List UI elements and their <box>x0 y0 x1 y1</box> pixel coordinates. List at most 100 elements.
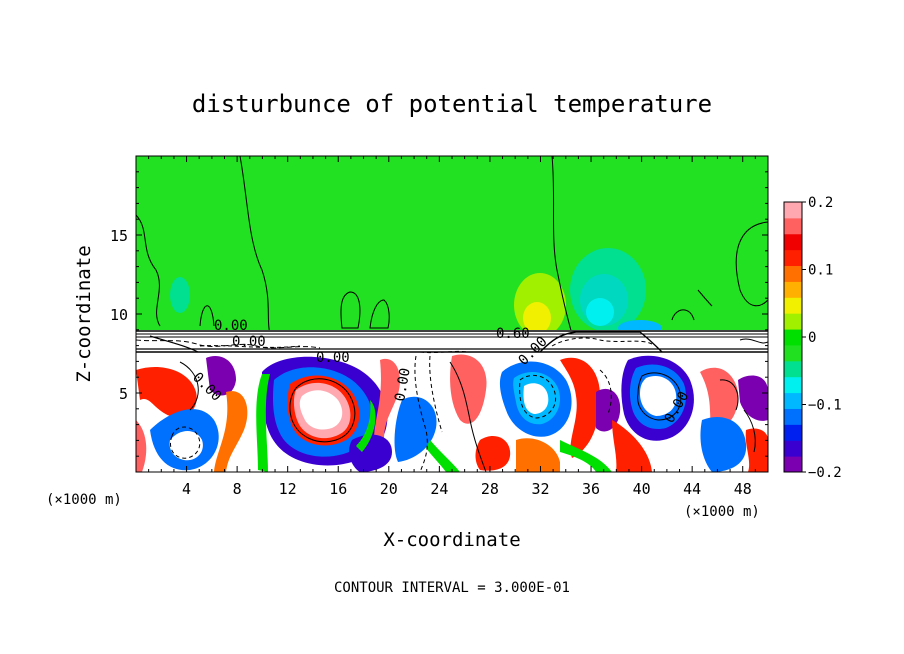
x-unit-left: (×1000 m) <box>46 492 122 508</box>
colorbar-swatch <box>784 249 802 267</box>
contour-label: 0.00 <box>392 367 414 403</box>
warm-band <box>136 420 147 472</box>
contour-line <box>739 338 768 344</box>
cold-core <box>738 375 768 421</box>
contour-line <box>671 309 695 321</box>
lower-anomalies <box>136 354 768 472</box>
warm-anomaly <box>523 302 551 334</box>
x-tick-label: 40 <box>633 480 651 498</box>
colorbar-swatch <box>784 313 802 330</box>
contour-line <box>719 379 739 411</box>
warm-plume <box>475 435 511 471</box>
warm-band <box>560 357 600 458</box>
colorbar-swatch <box>784 344 802 362</box>
upper-field <box>136 156 768 336</box>
y-axis-ticks: 5 10 15 <box>110 171 768 457</box>
cold-core <box>206 356 236 396</box>
contour-line <box>340 291 361 329</box>
colorbar-swatch <box>784 456 802 473</box>
contour-label: 0.00 <box>214 318 248 334</box>
contour-line <box>743 409 756 453</box>
contour-line <box>149 335 199 353</box>
colorbar <box>784 202 802 473</box>
contour-line <box>637 372 682 421</box>
warm-band <box>612 420 652 472</box>
contour-line <box>289 378 356 443</box>
colorbar-swatch <box>784 297 802 314</box>
contour-line <box>735 221 768 307</box>
inversion-layer <box>136 330 768 354</box>
colorbar-swatch <box>784 424 802 441</box>
y-tick-label: 15 <box>110 227 128 245</box>
colorbar-swatch <box>784 202 802 219</box>
x-unit-right: (×1000 m) <box>684 504 760 520</box>
colorbar-swatch <box>784 265 802 282</box>
colorbar-swatch <box>784 408 802 425</box>
contour-interval-note: CONTOUR INTERVAL = 3.000E-01 <box>334 580 570 596</box>
cold-core <box>596 388 621 432</box>
plot-area: 0.00 0.00 0.00 0.60 0.00 0.00 0.00 0.00 <box>136 156 768 472</box>
green-arm <box>256 374 270 472</box>
colorbar-tick-label: 0.1 <box>808 263 833 279</box>
y-axis-label: Z-coordinate <box>73 245 95 382</box>
warm-band <box>214 391 248 472</box>
y-tick-label: 10 <box>110 306 128 324</box>
cool-eddy <box>394 396 437 462</box>
x-tick-label: 20 <box>380 480 398 498</box>
contour-line <box>519 374 556 419</box>
x-tick-label: 8 <box>233 480 242 498</box>
contour-line <box>136 214 161 327</box>
colorbar-swatch <box>784 233 802 251</box>
contour-line <box>539 331 663 353</box>
green-band <box>560 440 612 472</box>
contour-line <box>449 361 487 472</box>
x-tick-label: 48 <box>734 480 752 498</box>
contour-label: 0.00 <box>316 350 350 366</box>
x-tick-label: 24 <box>430 480 448 498</box>
x-tick-label: 28 <box>481 480 499 498</box>
colorbar-ticks: 0.2 0.1 0 −0.1 −0.2 <box>802 195 842 481</box>
contour-line <box>199 305 215 327</box>
x-axis-ticks: 4 8 12 16 20 24 28 32 36 40 44 48 <box>148 156 756 498</box>
x-tick-label: 44 <box>683 480 701 498</box>
cool-eddy <box>700 417 747 472</box>
chart-title: disturbunce of potential temperature <box>192 90 712 118</box>
contour-line <box>414 355 428 472</box>
x-tick-label: 36 <box>582 480 600 498</box>
colorbar-swatch <box>784 281 802 298</box>
colorbar-swatch <box>784 329 802 346</box>
green-band <box>426 440 460 472</box>
contour-line <box>551 156 573 335</box>
warm-band <box>374 358 400 440</box>
colorbar-swatch <box>784 376 802 394</box>
contour-label: 0.60 <box>496 326 530 342</box>
contour-line <box>179 361 199 411</box>
warm-band <box>745 428 768 472</box>
colorbar-swatch <box>784 360 802 378</box>
x-tick-label: 32 <box>531 480 549 498</box>
colorbar-tick-label: 0 <box>808 330 816 346</box>
contour-line <box>199 345 301 348</box>
cool-anomaly <box>170 277 190 313</box>
lower-contours <box>169 355 756 472</box>
colorbar-tick-label: 0.2 <box>808 195 833 211</box>
cool-anomaly <box>586 298 614 326</box>
x-tick-label: 4 <box>182 480 191 498</box>
colorbar-swatch <box>784 217 802 235</box>
colorbar-swatch <box>784 392 802 409</box>
contour-line <box>599 369 612 415</box>
warm-plume <box>450 354 487 424</box>
y-tick-label: 5 <box>119 385 128 403</box>
warm-band <box>700 367 739 432</box>
contour-line <box>239 156 271 335</box>
colorbar-tick-label: −0.2 <box>808 465 842 481</box>
contour-line <box>419 350 469 354</box>
contour-line <box>551 337 653 347</box>
contour-label: 0.00 <box>232 334 266 350</box>
contour-line <box>369 299 390 329</box>
warm-eddy <box>136 366 197 417</box>
contour-line <box>169 426 201 459</box>
vortex-core <box>640 375 677 416</box>
upper-contours <box>136 156 768 335</box>
